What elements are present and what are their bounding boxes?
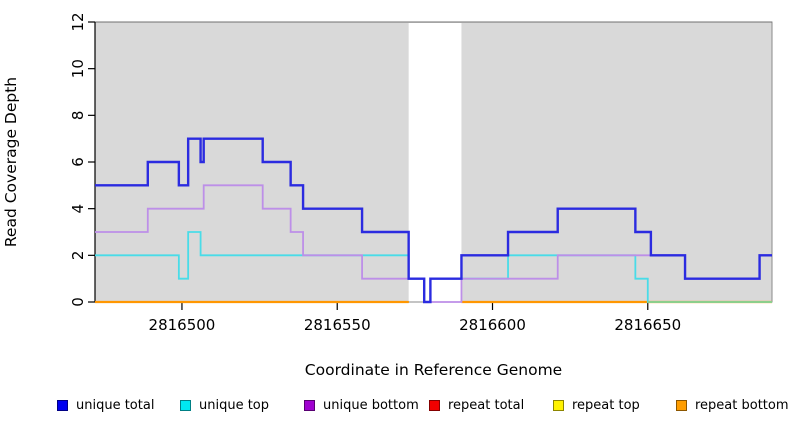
x-tick-label: 2816600 (459, 316, 526, 334)
x-tick-label: 2816500 (149, 316, 216, 334)
legend-swatch-unique-total (57, 399, 68, 411)
y-axis-title: Read Coverage Depth (2, 77, 20, 247)
legend-swatch-unique-bottom (304, 399, 315, 411)
y-tick-label: 4 (69, 204, 87, 214)
legend-label: repeat total (448, 397, 525, 413)
y-tick-label: 0 (69, 297, 87, 307)
y-tick-label: 10 (69, 59, 87, 78)
legend-label: unique bottom (323, 397, 419, 413)
legend-item-unique-total: unique total (57, 396, 154, 414)
legend-item-unique-top: unique top (180, 396, 269, 414)
x-axis-title: Coordinate in Reference Genome (305, 361, 562, 379)
y-tick-label: 6 (69, 157, 87, 167)
legend-item-unique-bottom: unique bottom (304, 396, 419, 414)
legend: unique total unique top unique bottom repea… (0, 396, 792, 418)
x-tick-label: 2816650 (614, 316, 681, 334)
legend-label: unique top (199, 397, 270, 413)
legend-label: repeat bottom (695, 397, 789, 413)
y-tick-label: 12 (69, 12, 87, 31)
series-line-unique-total (95, 137, 772, 304)
legend-item-repeat-total: repeat total (429, 396, 524, 414)
legend-swatch-repeat-top (553, 399, 564, 411)
y-tick-label: 8 (69, 111, 87, 121)
legend-swatch-repeat-bottom (676, 399, 687, 411)
legend-label: repeat top (572, 397, 640, 413)
x-tick-label: 2816550 (304, 316, 371, 334)
legend-swatch-repeat-total (429, 399, 440, 411)
legend-item-repeat-top: repeat top (553, 396, 640, 414)
masked-gap-region (408, 23, 462, 302)
legend-label: unique total (76, 397, 155, 413)
legend-swatch-unique-top (180, 399, 191, 411)
y-tick-label: 2 (69, 251, 87, 261)
legend-item-repeat-bottom: repeat bottom (676, 396, 789, 414)
